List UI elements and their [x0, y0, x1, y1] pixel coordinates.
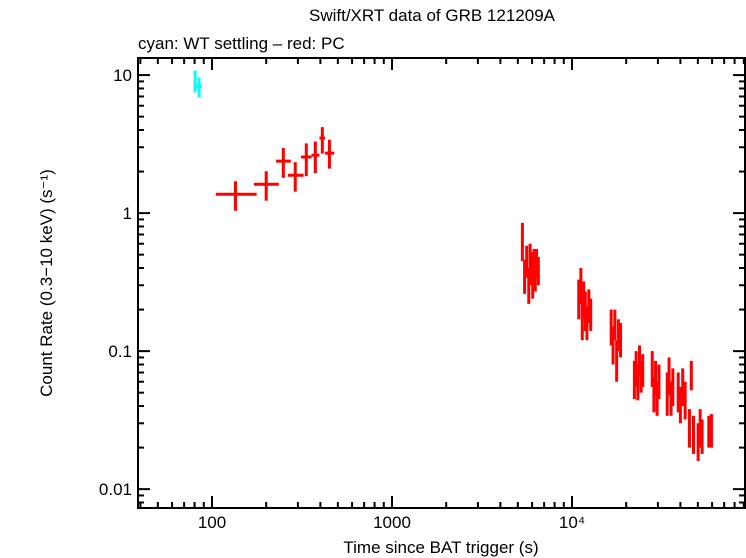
- data-point: [689, 360, 693, 391]
- x-axis-label: Time since BAT trigger (s): [343, 538, 538, 557]
- data-point: [636, 364, 640, 401]
- data-point: [523, 259, 527, 294]
- data-point: [300, 143, 312, 177]
- data-point: [657, 364, 661, 399]
- data-point: [276, 148, 291, 178]
- data-point: [324, 139, 335, 169]
- data-point: [709, 414, 713, 448]
- data-point: [196, 77, 203, 98]
- chart-subtitle: cyan: WT settling – red: PC: [138, 34, 345, 53]
- y-tick-label: 10: [113, 66, 132, 85]
- data-point: [619, 322, 623, 358]
- x-tick-label: 100: [198, 513, 226, 532]
- y-tick-label: 0.01: [99, 480, 132, 499]
- data-point: [319, 127, 326, 154]
- data-point: [692, 415, 696, 454]
- data-point: [681, 368, 685, 407]
- x-tick-label: 10⁴: [559, 513, 585, 532]
- data-point: [700, 419, 704, 454]
- data-point: [616, 319, 620, 352]
- data-point: [525, 245, 529, 278]
- data-point: [536, 257, 540, 286]
- data-point: [707, 415, 711, 448]
- data-point: [683, 381, 687, 420]
- chart-title: Swift/XRT data of GRB 121209A: [309, 6, 556, 25]
- data-point: [650, 351, 654, 387]
- data-point: [641, 354, 645, 387]
- data-point: [678, 386, 682, 424]
- data-point: [311, 141, 320, 174]
- y-tick-label: 1: [123, 204, 132, 223]
- data-point: [654, 360, 658, 396]
- data-point: [615, 340, 619, 382]
- data-point: [520, 222, 524, 261]
- data-point: [671, 368, 675, 407]
- data-point: [667, 357, 671, 396]
- y-axis-label: Count Rate (0.3−10 keV) (s⁻¹): [37, 169, 56, 397]
- data-point: [676, 372, 680, 413]
- data-point: [193, 70, 197, 93]
- data-point: [253, 171, 279, 201]
- data-point: [589, 298, 593, 331]
- plot-frame: [137, 57, 746, 509]
- y-tick-label: 0.1: [108, 342, 132, 361]
- data-point: [665, 372, 669, 416]
- data-point: [687, 409, 691, 448]
- x-tick-label: 1000: [373, 513, 411, 532]
- data-point: [577, 279, 581, 320]
- data-point: [611, 326, 615, 365]
- data-point: [613, 309, 617, 341]
- data-point: [215, 181, 257, 211]
- data-point: [696, 423, 700, 461]
- data-point: [287, 162, 304, 192]
- data-point: [698, 409, 702, 448]
